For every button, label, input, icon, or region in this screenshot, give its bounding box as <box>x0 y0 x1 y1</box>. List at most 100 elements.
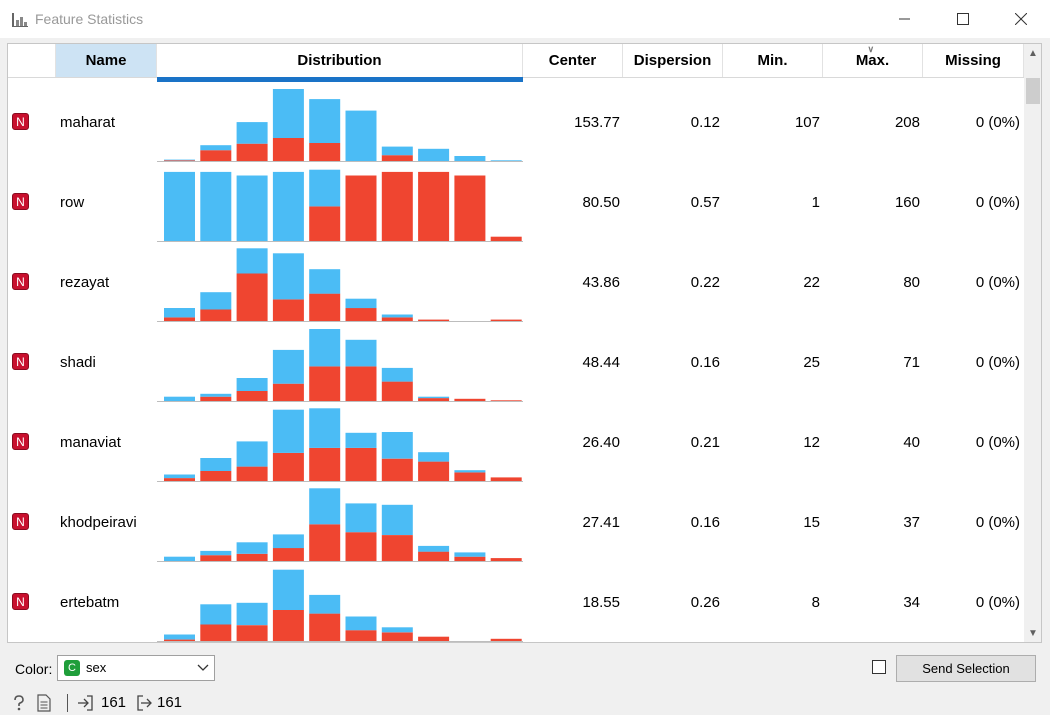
histogram-bar-segment-a <box>200 150 232 161</box>
report-icon[interactable] <box>37 694 51 712</box>
histogram-bar-segment-b <box>381 314 413 318</box>
histogram-bar-segment-a <box>200 470 232 481</box>
histogram-bar-segment-a <box>418 551 450 561</box>
histogram-bar-segment-a <box>272 610 304 641</box>
histogram-bar-segment-a <box>490 400 522 401</box>
close-button[interactable] <box>992 0 1050 38</box>
histogram-bar-segment-b <box>309 329 341 367</box>
histogram-bar-segment-a <box>236 143 268 161</box>
histogram-bar-segment-a <box>236 466 268 481</box>
header-name[interactable]: Name <box>56 44 157 77</box>
scroll-up-icon[interactable]: ▲ <box>1028 47 1038 59</box>
numeric-variable-icon: N <box>12 513 29 530</box>
header-dispersion[interactable]: Dispersion <box>623 44 723 77</box>
histogram-bar-segment-b <box>309 99 341 143</box>
histogram-bar-segment-a <box>272 138 304 161</box>
cell-center: 43.86 <box>582 274 620 291</box>
histogram-bar-segment-a <box>381 535 413 561</box>
histogram-bar-segment-a <box>454 398 486 401</box>
header-type[interactable] <box>8 44 56 77</box>
histogram-bar-segment-b <box>236 542 268 554</box>
histogram-bar-segment-a <box>200 555 232 561</box>
color-dropdown[interactable]: C sex <box>57 655 215 681</box>
header-min[interactable]: Min. <box>723 44 823 77</box>
histogram-bar-segment-b <box>164 474 195 479</box>
send-automatically-checkbox[interactable] <box>872 660 886 674</box>
histogram-bar-segment-b <box>345 503 377 533</box>
histogram-bar-segment-a <box>490 319 522 321</box>
cell-dispersion: 0.26 <box>690 594 720 611</box>
histogram-chart <box>157 169 523 242</box>
categorical-variable-icon: C <box>64 660 80 676</box>
histogram-bar-segment-a <box>309 143 341 161</box>
numeric-variable-icon: N <box>12 353 29 370</box>
header-distribution[interactable]: Distribution <box>157 44 523 77</box>
histogram-bar-segment-b <box>164 308 195 318</box>
histogram-bar-segment-a <box>490 477 522 481</box>
header-missing[interactable]: Missing <box>923 44 1024 77</box>
histogram-bar-segment-b <box>272 89 304 138</box>
numeric-variable-icon: N <box>12 273 29 290</box>
histogram-bar-segment-a <box>236 390 268 401</box>
histogram-bar-segment-a <box>381 171 413 241</box>
histogram-bar-segment-a <box>418 461 450 481</box>
cell-dispersion: 0.16 <box>690 514 720 531</box>
histogram-bar-segment-b <box>200 604 232 625</box>
cell-dispersion: 0.16 <box>690 354 720 371</box>
scroll-down-icon[interactable]: ▼ <box>1028 627 1038 639</box>
cell-max: 208 <box>894 114 920 131</box>
histogram-bar-segment-a <box>200 624 232 641</box>
histogram-bar-segment-a <box>418 398 450 401</box>
histogram-bar-segment-a <box>418 636 450 641</box>
histogram-bar-segment-b <box>236 175 268 241</box>
cell-center: 48.44 <box>582 354 620 371</box>
maximize-icon <box>957 13 969 25</box>
header-center[interactable]: Center <box>523 44 623 77</box>
vertical-scrollbar[interactable]: ▲ ▼ <box>1024 44 1041 642</box>
histogram-bar-segment-b <box>381 627 413 633</box>
histogram-bar-segment-b <box>236 441 268 467</box>
feature-name: maharat <box>60 114 116 131</box>
minimize-button[interactable] <box>876 0 934 38</box>
scrollbar-thumb[interactable] <box>1026 78 1040 104</box>
histogram-bar-segment-b <box>272 349 304 384</box>
cell-min: 12 <box>803 434 820 451</box>
send-selection-button[interactable]: Send Selection <box>896 655 1036 682</box>
maximize-button[interactable] <box>934 0 992 38</box>
help-icon[interactable] <box>11 694 27 712</box>
minimize-icon <box>899 18 910 20</box>
histogram-bar-segment-a <box>454 175 486 241</box>
histogram-chart <box>157 89 523 162</box>
histogram-bar-segment-b <box>418 452 450 462</box>
histogram-bar-segment-b <box>309 169 341 207</box>
histogram-bar-segment-b <box>345 298 377 309</box>
cell-dispersion: 0.21 <box>690 434 720 451</box>
histogram-bar-segment-a <box>454 472 486 481</box>
feature-name: ertebatm <box>60 594 120 611</box>
histogram-bar-segment-b <box>164 171 195 241</box>
histogram-bar-segment-a <box>381 458 413 481</box>
feature-name: manaviat <box>60 434 121 451</box>
cell-dispersion: 0.57 <box>690 194 720 211</box>
histogram-bar-segment-b <box>381 432 413 459</box>
cell-max: 71 <box>903 354 920 371</box>
histogram-bar-segment-b <box>418 396 450 399</box>
histogram-bar-segment-b <box>200 458 232 471</box>
histogram-bar-segment-b <box>272 409 304 453</box>
histogram-bar-segment-a <box>164 160 195 161</box>
cell-dispersion: 0.22 <box>690 274 720 291</box>
histogram-bar-segment-a <box>272 299 304 321</box>
output-count: 161 <box>157 694 183 711</box>
histogram-bar-segment-a <box>236 273 268 321</box>
cell-missing: 0 (0%) <box>975 514 1020 531</box>
cell-min: 22 <box>803 274 820 291</box>
header-max[interactable]: ∨ Max. <box>823 44 923 77</box>
histogram-bar-segment-b <box>454 470 486 473</box>
